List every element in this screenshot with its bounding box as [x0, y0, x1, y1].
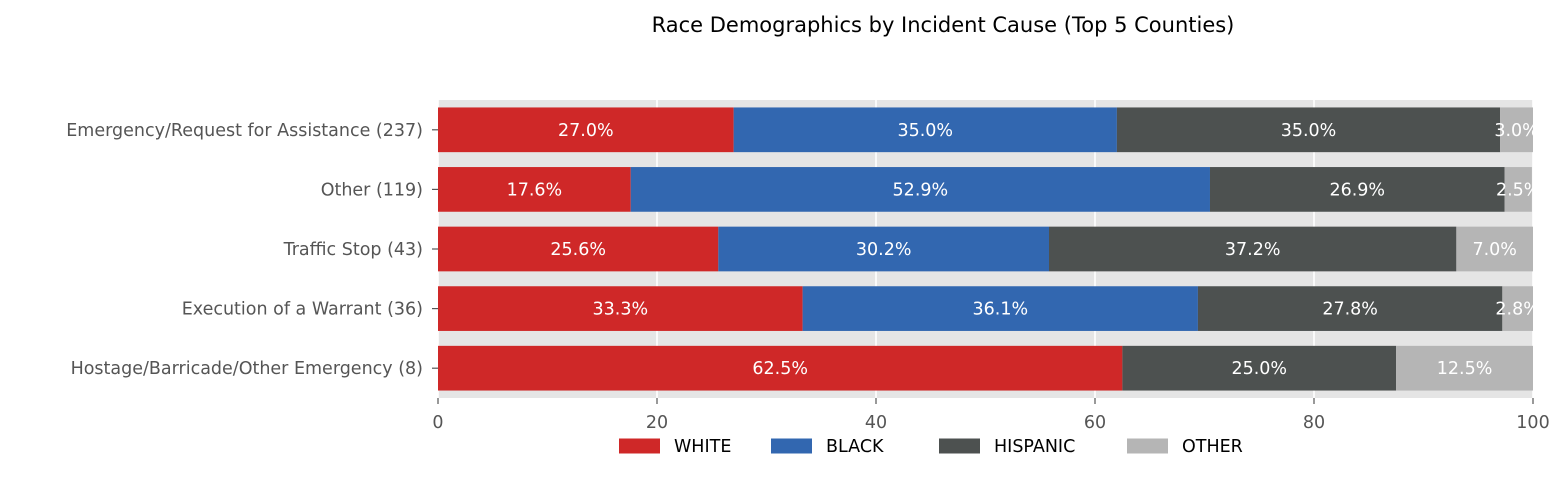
bar-value-label: 25.6% — [550, 240, 606, 260]
bar-value-label: 7.0% — [1472, 240, 1516, 260]
bar-hispanic — [1116, 107, 1501, 153]
x-tick-label: 80 — [1303, 413, 1325, 433]
plot-area: 27.0% 35.0% 35.0% 3.0% Emergency/Request for… — [66, 100, 1550, 433]
category-label: Execution of a Warrant (36) — [182, 300, 423, 320]
bar-hispanic — [1049, 226, 1457, 272]
legend-swatch-other — [1127, 438, 1168, 454]
bar-value-label: 3.0% — [1494, 121, 1538, 141]
bar-value-label: 26.9% — [1329, 180, 1385, 200]
bar-value-label: 12.5% — [1437, 359, 1493, 379]
bar-value-label: 37.2% — [1225, 240, 1281, 260]
legend-swatch-hispanic — [939, 438, 980, 454]
bar-value-label: 27.0% — [558, 121, 614, 141]
legend-label-other: OTHER — [1182, 437, 1243, 457]
bar-black — [802, 286, 1198, 331]
bar-value-label: 35.0% — [897, 121, 953, 141]
bar-value-label: 36.1% — [972, 300, 1028, 320]
category-label: Hostage/Barricade/Other Emergency (8) — [71, 359, 423, 379]
category-label: Traffic Stop (43) — [283, 240, 423, 260]
bar-hispanic — [1209, 167, 1505, 212]
legend-label-hispanic: HISPANIC — [994, 437, 1075, 457]
bar-value-label: 2.8% — [1495, 300, 1539, 320]
legend-label-white: WHITE — [674, 437, 731, 457]
bar-black — [718, 226, 1050, 272]
bar-value-label: 17.6% — [507, 180, 563, 200]
x-tick-label: 60 — [1084, 413, 1106, 433]
bar-white — [438, 345, 1123, 391]
bar-black — [733, 107, 1117, 153]
legend-label-black: BLACK — [826, 437, 884, 457]
bar-value-label: 27.8% — [1322, 300, 1378, 320]
x-tick-label: 100 — [1516, 413, 1549, 433]
x-tick-label: 20 — [646, 413, 668, 433]
bar-hispanic — [1197, 286, 1503, 331]
category-label: Other (119) — [321, 180, 423, 200]
bar-value-label: 33.3% — [593, 300, 649, 320]
legend-swatch-black — [771, 438, 812, 454]
bar-black — [630, 167, 1210, 212]
bar-hispanic — [1122, 345, 1397, 391]
bar-white — [438, 286, 803, 331]
bar-white — [438, 167, 631, 212]
bar-value-label: 52.9% — [893, 180, 949, 200]
bar-other — [1502, 286, 1533, 331]
legend: WHITE BLACK HISPANIC OTHER — [619, 437, 1243, 457]
bar-value-label: 2.5% — [1496, 180, 1540, 200]
bar-white — [438, 226, 719, 272]
bar-other — [1456, 226, 1533, 272]
bar-value-label: 62.5% — [752, 359, 808, 379]
x-tick-label: 40 — [865, 413, 887, 433]
category-label: Emergency/Request for Assistance (237) — [66, 121, 423, 141]
bar-value-label: 25.0% — [1231, 359, 1287, 379]
bar-other — [1500, 107, 1533, 153]
bar-white — [438, 107, 734, 153]
bar-value-label: 35.0% — [1281, 121, 1337, 141]
bar-value-label: 30.2% — [856, 240, 912, 260]
chart-title: Race Demographics by Incident Cause (Top… — [652, 13, 1235, 37]
legend-swatch-white — [619, 438, 660, 454]
x-tick-label: 0 — [432, 413, 443, 433]
bar-other — [1504, 167, 1532, 212]
bar-other — [1396, 345, 1533, 391]
